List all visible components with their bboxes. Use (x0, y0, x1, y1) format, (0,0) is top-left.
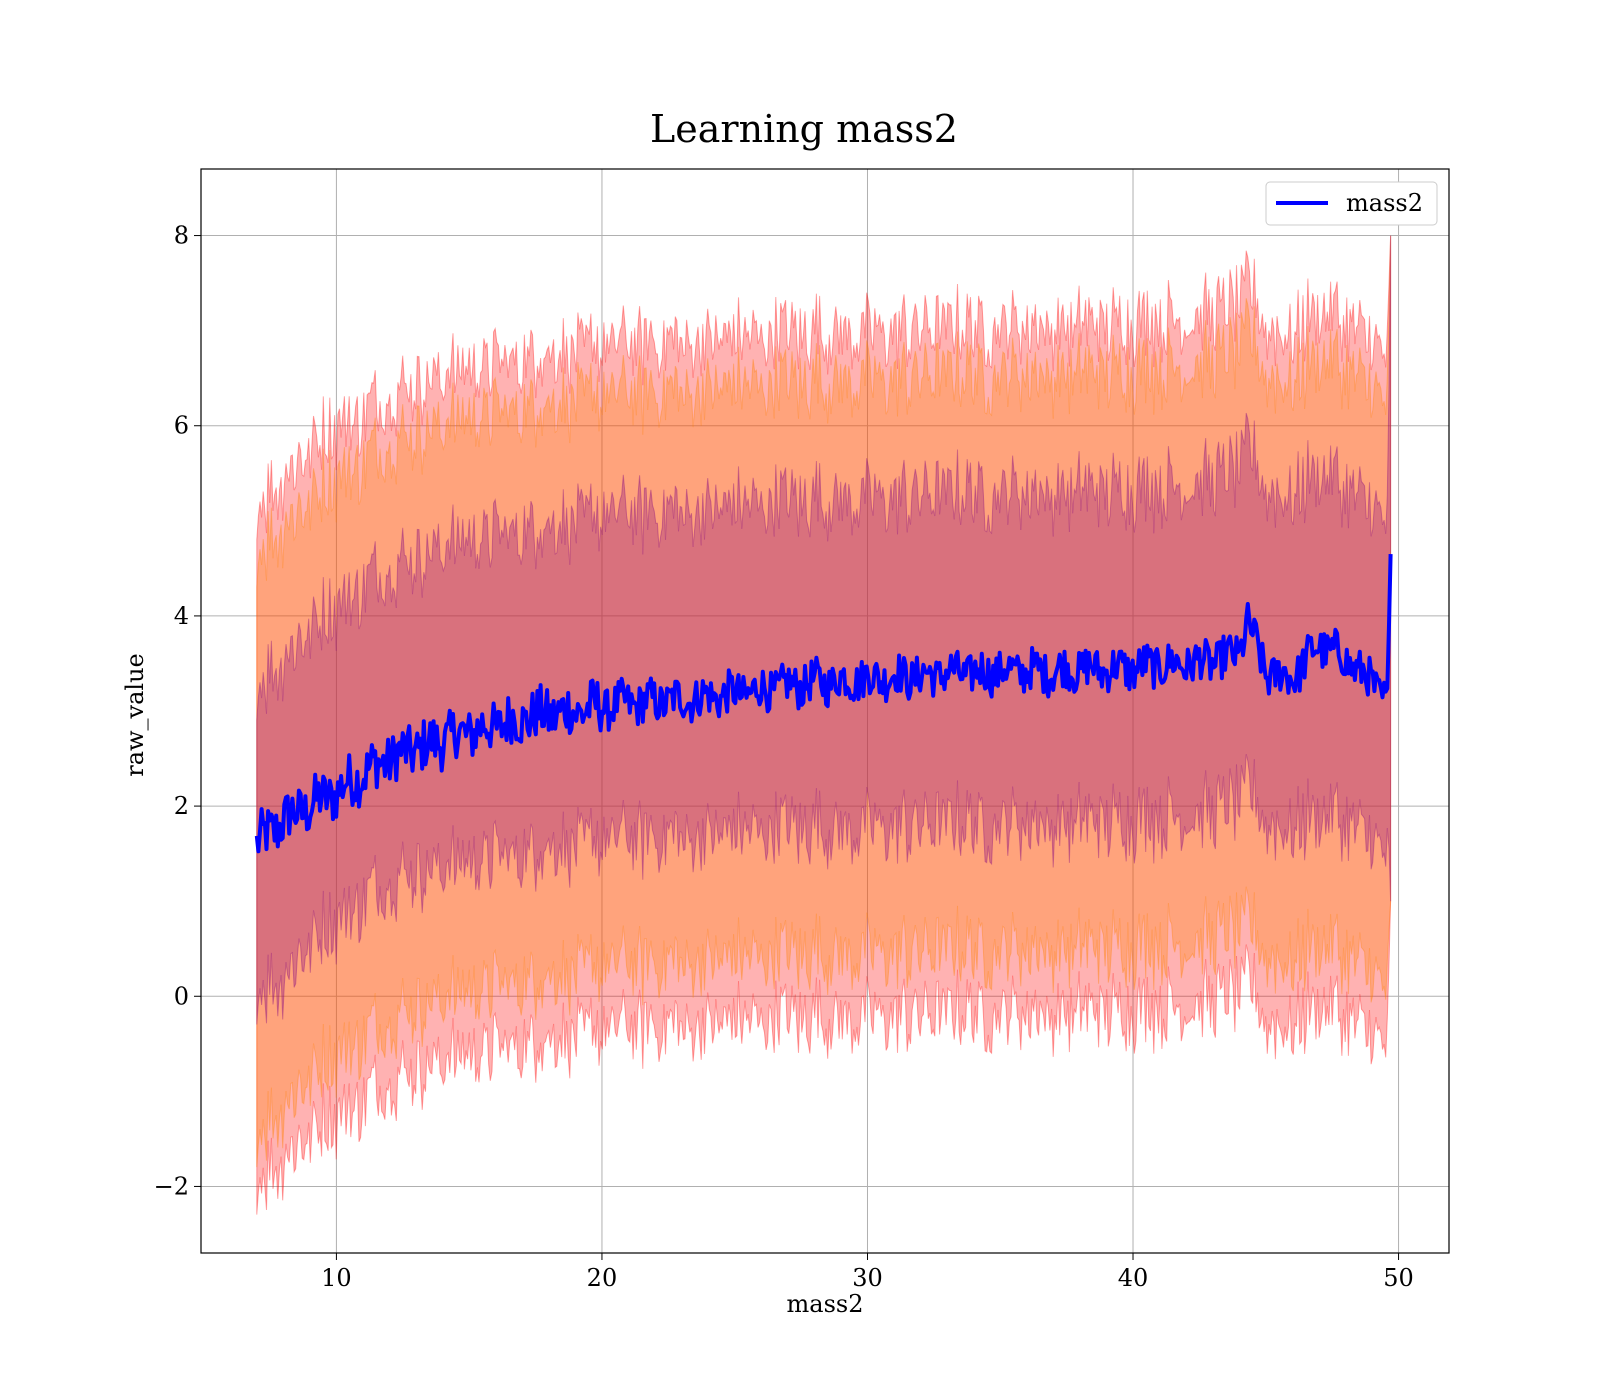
x-tick-label: 10 (321, 1264, 352, 1292)
legend-label-mass2: mass2 (1346, 189, 1423, 217)
uncertainty-bands (256, 235, 1392, 1215)
y-tick-label: 4 (174, 602, 189, 630)
y-tick-label: 2 (174, 792, 189, 820)
band-1-sigma (256, 235, 1392, 1025)
y-tick-label: 0 (174, 982, 189, 1010)
x-tick-label: 50 (1383, 1264, 1414, 1292)
legend-box (1265, 181, 1438, 226)
x-axis-ticks: 10 20 30 40 50 (321, 1253, 1414, 1292)
series-lines (254, 554, 1393, 854)
series-line-mass2 (254, 554, 1393, 854)
legend: mass2 (1265, 181, 1438, 226)
x-tick-label: 30 (852, 1264, 883, 1292)
chart-title: Learning mass2 (650, 107, 958, 151)
x-axis-label: mass2 (787, 1290, 864, 1318)
y-tick-label: 8 (174, 222, 189, 250)
y-tick-label: −2 (154, 1172, 189, 1200)
y-axis-ticks: −2 0 2 4 6 8 (154, 222, 201, 1200)
y-tick-label: 6 (174, 412, 189, 440)
plot-frame (200, 168, 1450, 1254)
band-3-sigma (256, 235, 1392, 1215)
grid-lines (201, 169, 1449, 1253)
x-tick-label: 20 (587, 1264, 618, 1292)
x-tick-label: 40 (1118, 1264, 1149, 1292)
y-axis-label: raw_value (121, 653, 149, 777)
band-2-sigma (256, 235, 1392, 1168)
